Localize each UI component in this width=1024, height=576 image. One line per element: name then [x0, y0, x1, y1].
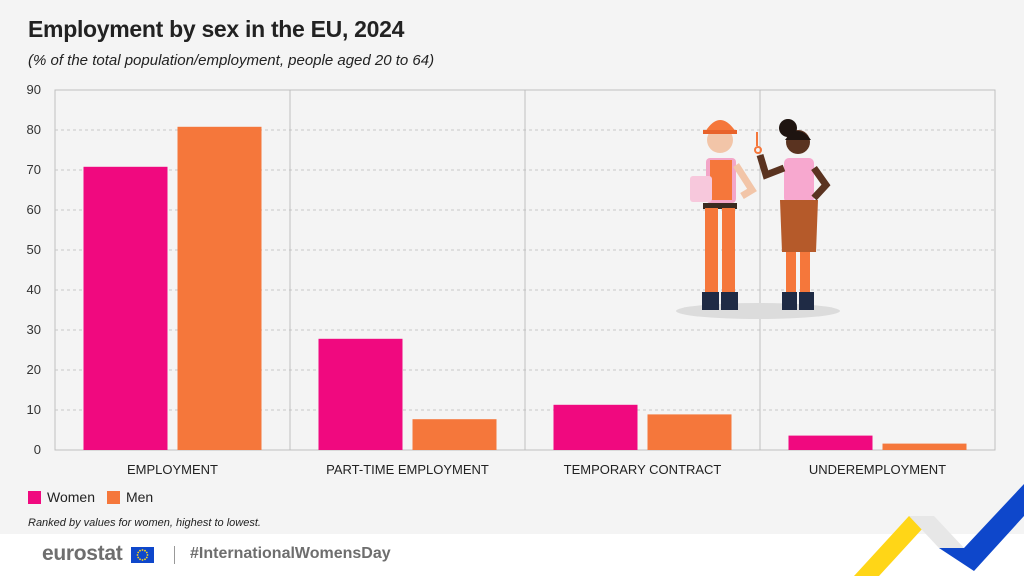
legend-label-women: Women [47, 489, 95, 505]
legend-swatch-men [106, 490, 120, 504]
chart-title: Employment by sex in the EU, 2024 [28, 16, 405, 42]
women-workers-illustration [676, 119, 840, 319]
bar-men [412, 419, 497, 450]
y-tick-label: 90 [27, 82, 41, 97]
y-tick-label: 70 [27, 162, 41, 177]
corner-ribbon-decoration [854, 484, 1024, 576]
bar-women [318, 338, 403, 450]
chart-subtitle: (% of the total population/employment, p… [28, 52, 435, 69]
y-tick-label: 10 [27, 402, 41, 417]
x-category-label: EMPLOYMENT [127, 462, 218, 477]
bar-chart: 0 10 20 30 40 50 60 70 80 90 EMPLOYMENT PART-TIME … [27, 82, 996, 477]
legend-item-men: Men [106, 489, 154, 505]
footer-divider [174, 546, 175, 564]
x-category-label: TEMPORARY CONTRACT [564, 462, 722, 477]
bar-women [788, 435, 873, 450]
eurostat-logo: eurostat [42, 542, 123, 565]
x-axis-categories: EMPLOYMENT PART-TIME EMPLOYMENT TEMPORARY … [127, 462, 946, 477]
legend-swatch-women [28, 490, 41, 504]
footer-bar: eurostat #InternationalWomensDay [0, 534, 1024, 576]
bar-women [83, 166, 168, 451]
y-tick-label: 80 [27, 122, 41, 137]
legend: Women Men [28, 489, 153, 505]
ranking-note: Ranked by values for women, highest to l… [28, 517, 261, 529]
y-axis-ticks: 0 10 20 30 40 50 60 70 80 90 [27, 82, 41, 457]
x-category-label: UNDEREMPLOYMENT [809, 462, 946, 477]
y-tick-label: 50 [27, 242, 41, 257]
eu-flag-icon [131, 547, 154, 563]
y-tick-label: 20 [27, 362, 41, 377]
x-category-label: PART-TIME EMPLOYMENT [326, 462, 489, 477]
y-tick-label: 60 [27, 202, 41, 217]
y-tick-label: 30 [27, 322, 41, 337]
legend-item-women: Women [28, 489, 95, 505]
legend-label-men: Men [125, 489, 154, 505]
bar-men [177, 126, 262, 451]
hashtag-label: #InternationalWomensDay [190, 545, 391, 562]
y-tick-label: 0 [34, 442, 41, 457]
bar-women [553, 404, 638, 450]
bars [83, 126, 967, 451]
y-tick-label: 40 [27, 282, 41, 297]
bar-men [647, 414, 732, 450]
bar-men [882, 443, 967, 450]
